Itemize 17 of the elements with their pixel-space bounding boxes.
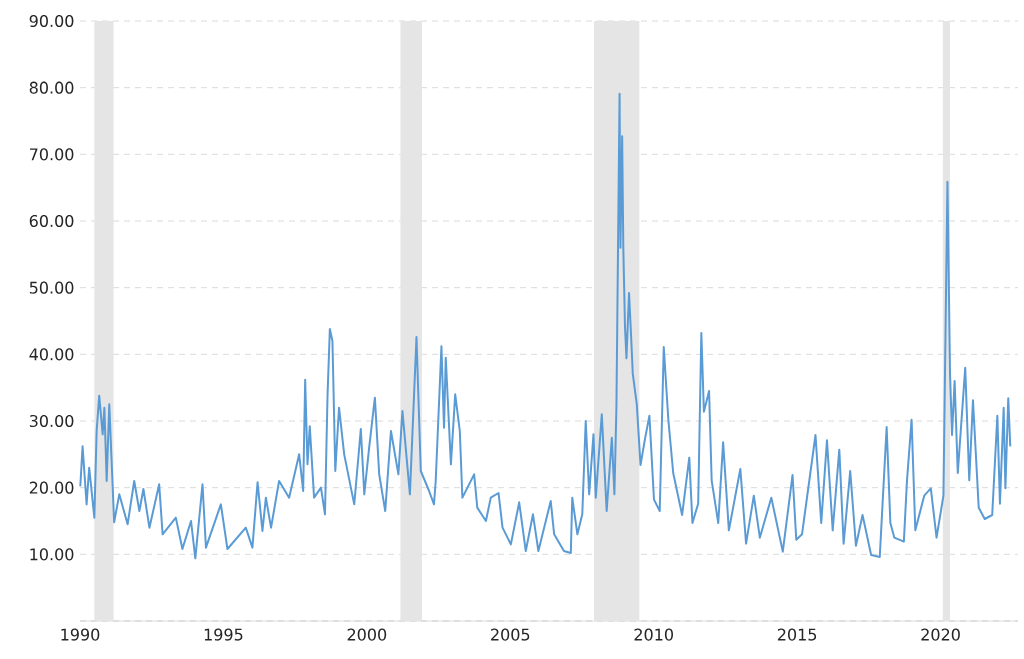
y-tick-label: 90.00 xyxy=(29,14,74,28)
y-tick-label: 20.00 xyxy=(29,481,74,494)
y-tick-label: 10.00 xyxy=(30,548,74,561)
x-tick-label: 1995 xyxy=(204,628,243,641)
x-tick-label: 2000 xyxy=(347,628,387,641)
y-tick-label: 60.00 xyxy=(29,214,74,228)
y-tick-label: 50.00 xyxy=(29,281,74,294)
x-tick-label: 2015 xyxy=(777,628,817,641)
x-tick-label: 1990 xyxy=(61,628,100,641)
x-tick-label: 2010 xyxy=(634,628,673,641)
y-tick-label: 40.00 xyxy=(29,348,74,361)
y-tick-label: 30.00 xyxy=(29,414,74,428)
y-tick-label: 80.00 xyxy=(29,81,74,94)
x-tick-label: 2020 xyxy=(921,628,960,641)
line-series xyxy=(79,92,1012,560)
y-tick-label: 70.00 xyxy=(29,148,74,161)
x-tick-label: 2005 xyxy=(491,628,530,641)
